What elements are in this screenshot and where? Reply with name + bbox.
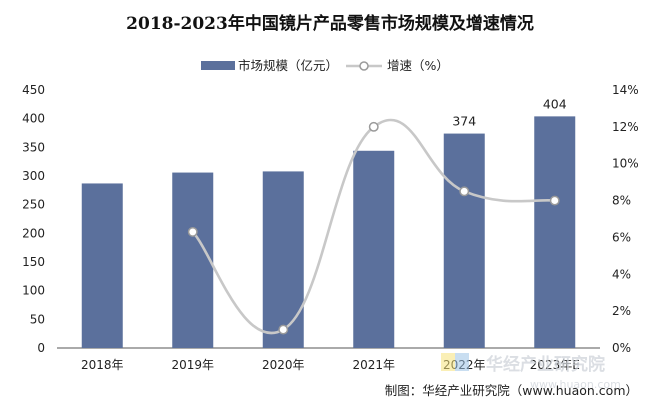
bar: [172, 172, 214, 348]
watermark-brand: 华经产业研究院: [486, 354, 605, 375]
chart-title: 2018-2023年中国镜片产品零售市场规模及增速情况: [126, 13, 534, 34]
y-right-tick-label: 6%: [612, 230, 631, 244]
y-left-tick-label: 250: [22, 198, 45, 212]
x-tick-label: 2023年E: [530, 358, 580, 372]
bar: [443, 133, 485, 348]
growth-point: [278, 324, 289, 335]
growth-point: [368, 121, 379, 132]
legend: 市场规模（亿元） 增速（%）: [201, 58, 449, 73]
y-left-tick-label: 350: [22, 140, 45, 154]
data-labels: 374 404: [452, 96, 566, 128]
x-tick-label: 2018年: [81, 358, 124, 372]
legend-bar-swatch: [201, 61, 235, 70]
y-right-tick-label: 8%: [612, 194, 631, 208]
watermark-url: www.huaon.com: [530, 378, 621, 391]
y-right-tick-label: 4%: [612, 267, 631, 281]
y-right-tick-label: 10%: [612, 157, 639, 171]
growth-line: [191, 118, 555, 335]
y-right-tick-label: 2%: [612, 304, 631, 318]
y-left-tick-label: 150: [22, 255, 45, 269]
y-left-tick-label: 50: [30, 312, 45, 326]
growth-point: [187, 226, 198, 237]
x-tick-label: 2021年: [352, 358, 395, 372]
watermark: 华经产业研究院 www.huaon.com: [441, 353, 621, 391]
watermark-logo-yellow: [441, 353, 455, 371]
legend-bar-label: 市场规模（亿元）: [238, 58, 338, 73]
line-series: [187, 118, 560, 335]
bar: [81, 183, 123, 348]
bar: [262, 171, 304, 348]
bar-data-label: 404: [543, 96, 567, 111]
bar: [534, 116, 576, 348]
y-left-tick-label: 0: [37, 341, 45, 355]
source-credit: 制图：华经产业研究院（www.huaon.com）: [385, 383, 638, 398]
x-tick-label: 2019年: [171, 358, 214, 372]
bar: [353, 150, 395, 348]
y-right-tick-label: 12%: [612, 120, 639, 134]
watermark-logo-blue: [455, 353, 469, 371]
y-right-tick-label: 14%: [612, 83, 639, 97]
y-right-tick-label: 0%: [612, 341, 631, 355]
y-left-tick-label: 300: [22, 169, 45, 183]
y-left-tick-label: 200: [22, 226, 45, 240]
y-left-tick-label: 450: [22, 83, 45, 97]
y-left-tick-label: 400: [22, 112, 45, 126]
x-tick-label: 2020年: [262, 358, 305, 372]
legend-line-marker: [359, 61, 369, 71]
growth-point: [459, 186, 470, 197]
bar-series: [81, 116, 576, 348]
growth-point: [549, 195, 560, 206]
legend-line-label: 增速（%）: [387, 58, 449, 73]
bar-data-label: 374: [452, 114, 476, 129]
y-left-tick-label: 100: [22, 284, 45, 298]
